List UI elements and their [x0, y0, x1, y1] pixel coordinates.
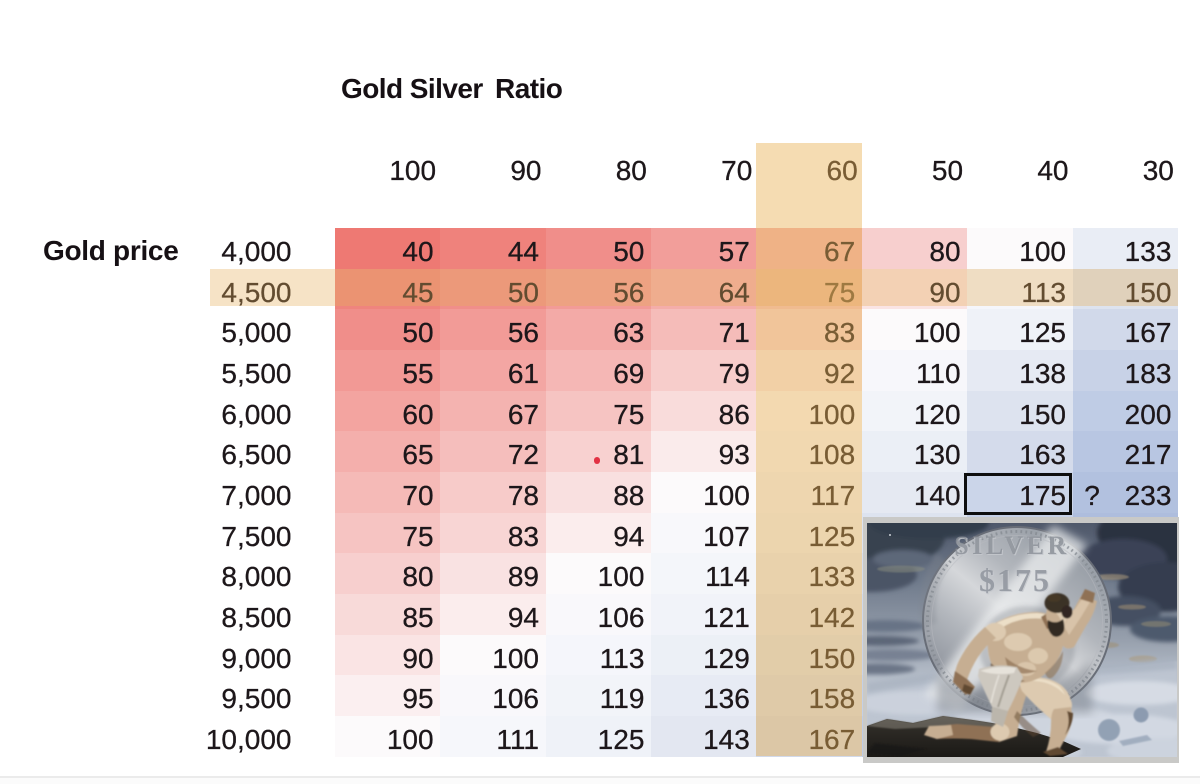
svg-text:SILVER: SILVER — [954, 531, 1069, 560]
svg-text:$175: $175 — [979, 562, 1051, 598]
svg-text:SILVER: SILVER — [955, 532, 1070, 561]
svg-text:$175: $175 — [980, 563, 1052, 599]
